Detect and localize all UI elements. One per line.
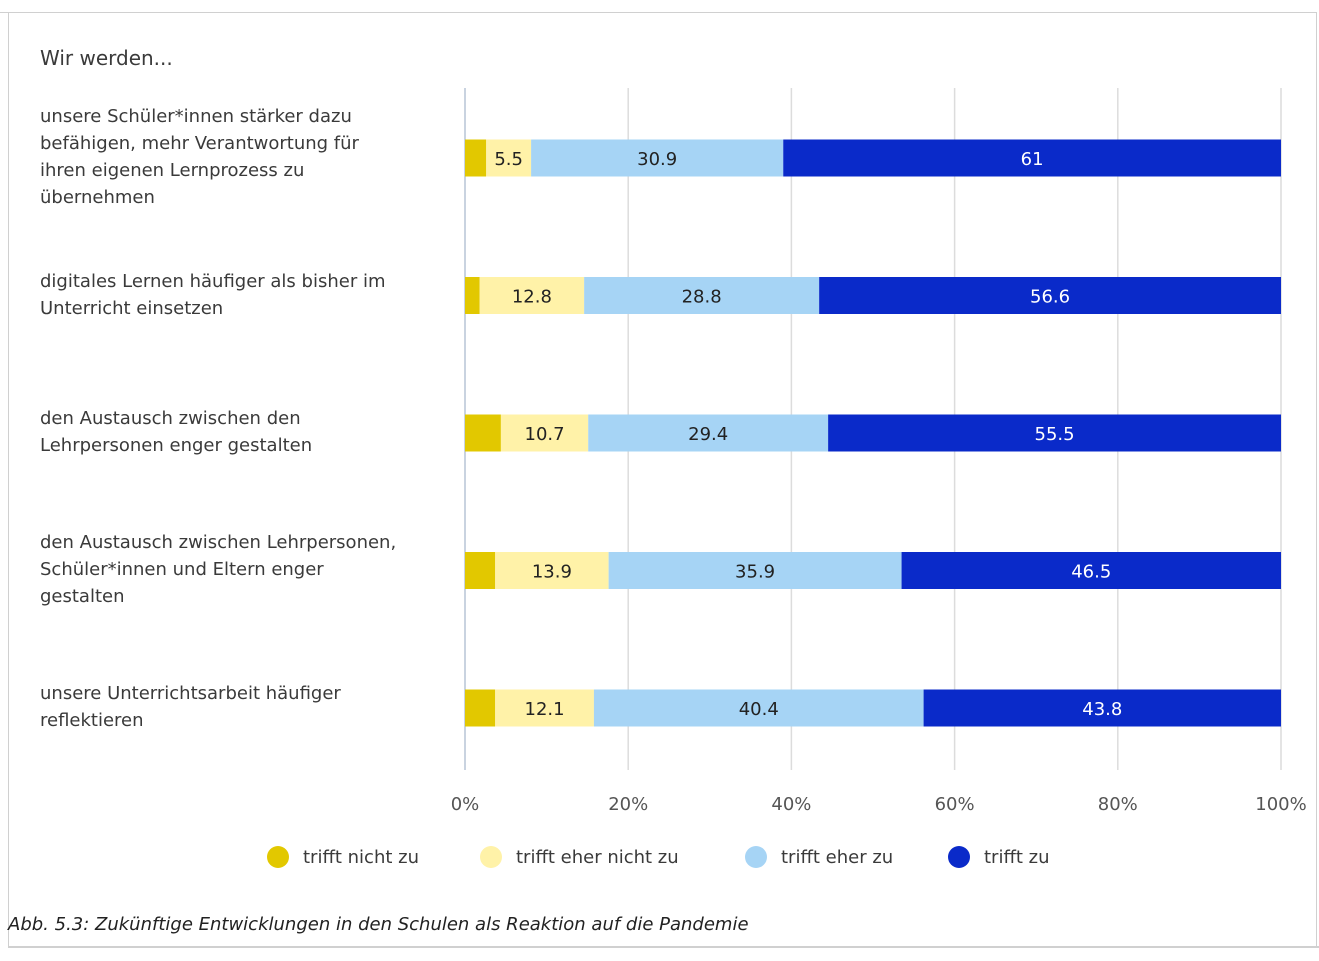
bar-segment [828,414,1281,452]
legend-label: trifft eher zu [781,846,894,868]
bar-segment [608,552,902,589]
data-label: 46.5 [1071,562,1111,583]
category-label-line: übernehmen [40,187,155,208]
data-label: 30.9 [637,149,677,170]
bar-segment [593,689,924,727]
figure-frame [0,12,1317,947]
category-label-line: reflektieren [40,710,144,731]
category-label-line: befähigen, mehr Verantwortung für [40,133,359,154]
data-label: 29.4 [688,424,728,445]
x-tick-label: 0% [451,794,480,815]
data-label: 40.4 [739,699,779,720]
bar-segment [923,689,1281,727]
category-label-line: Unterricht einsetzen [40,297,224,319]
x-tick-label: 20% [608,794,648,815]
bar-segment [465,414,501,452]
figure-frame-bottom [8,946,1319,948]
category-label-line: unsere Schüler*innen stärker dazu [40,106,352,127]
category-label: den Austausch zwischen den Lehrpersonen e… [40,405,440,459]
legend-swatch [948,846,970,868]
bar-segment [584,277,820,314]
category-label-line: den Austausch zwischen den [40,408,301,429]
figure-caption: Abb. 5.3: Zukünftige Entwicklungen in de… [8,914,749,935]
data-label: 12.8 [512,287,552,308]
bar-segment [495,689,594,727]
data-label: 5.5 [494,149,523,170]
category-label-line: ihren eigenen Lernprozess zu [40,160,305,181]
bar-segment [901,552,1281,589]
legend-item: trifft eher nicht zu [480,842,679,872]
data-label: 43.8 [1082,699,1122,720]
bar-segment [531,139,784,177]
figure-frame-left [8,12,9,947]
legend-swatch [745,846,767,868]
legend-item: trifft nicht zu [267,842,419,872]
bar-segment [465,139,487,177]
category-label: unsere Schüler*innen stärker dazu befähig… [40,103,440,211]
category-label-line: Schüler*innen und Eltern enger [40,559,324,580]
legend-item: trifft eher zu [745,842,893,872]
legend-label: trifft nicht zu [303,846,419,868]
legend-swatch [267,846,289,868]
data-label: 61 [1021,149,1044,170]
x-tick-label: 40% [771,794,811,815]
category-label-line: Lehrpersonen enger gestalten [40,435,313,456]
bar-segment [495,552,609,589]
data-label: 55.5 [1035,424,1075,445]
legend-swatch [480,846,502,868]
category-label-line: gestalten [40,586,125,607]
bar-segment [465,552,496,589]
x-tick-label: 100% [1255,794,1306,815]
legend-label: trifft zu [984,846,1050,868]
chart-heading: Wir werden... [40,46,173,70]
bar-segment [588,414,829,452]
data-label: 12.1 [525,699,565,720]
category-label: digitales Lernen häufiger als bisher im U… [40,268,440,322]
bar-segment [500,414,589,452]
category-label: den Austausch zwischen Lehrpersonen, Schü… [40,529,440,610]
data-label: 56.6 [1030,287,1070,308]
category-label-line: unsere Unterrichtsarbeit häufiger [40,683,341,704]
bar-segment [479,277,585,314]
bar-segment [486,139,532,177]
x-tick-label: 80% [1098,794,1138,815]
data-label: 35.9 [735,562,775,583]
bar-segment [465,277,480,314]
data-label: 13.9 [532,562,572,583]
legend-item: trifft zu [948,842,1050,872]
data-label: 10.7 [525,424,565,445]
category-label: unsere Unterrichtsarbeit häufiger reflekt… [40,680,440,734]
bar-segment [465,689,496,727]
bar-segment [819,277,1281,314]
category-label-line: den Austausch zwischen Lehrpersonen, [40,532,397,553]
bar-segment [783,139,1281,177]
x-tick-label: 60% [935,794,975,815]
legend-label: trifft eher nicht zu [516,846,679,868]
category-label-line: digitales Lernen häufiger als bisher im [40,270,386,292]
data-label: 28.8 [682,287,722,308]
